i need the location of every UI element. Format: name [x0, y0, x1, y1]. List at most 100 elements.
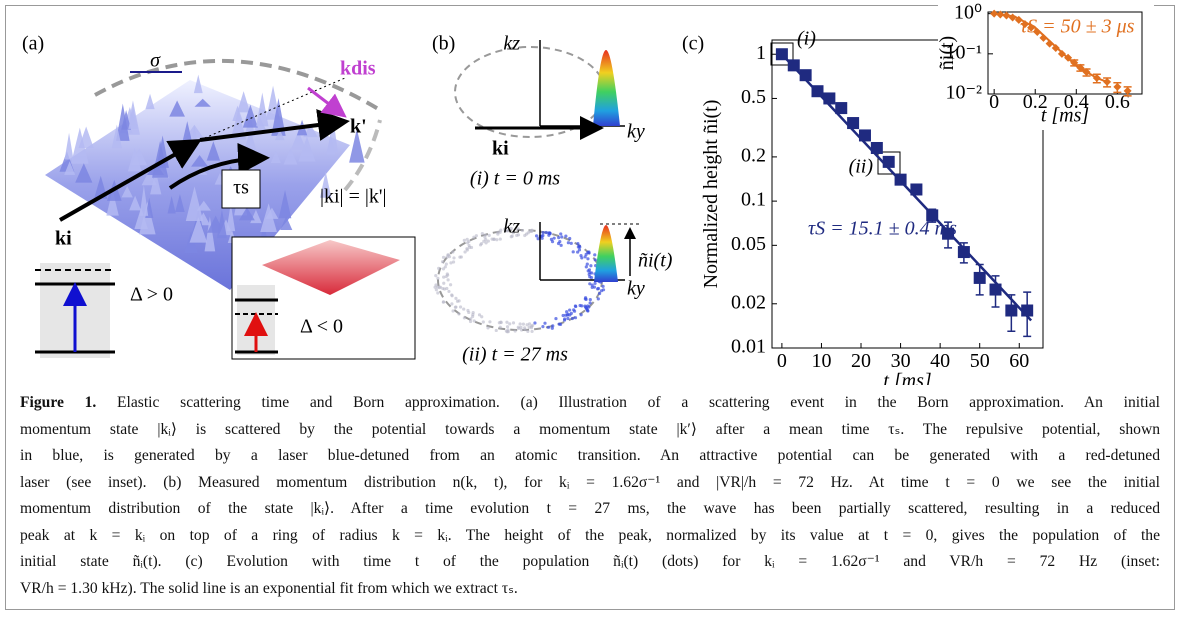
caption-line: peak at k = kᵢ on top of a ring of radiu…: [20, 526, 1160, 544]
data-point: [823, 92, 836, 105]
data-point: [1082, 68, 1091, 77]
ring-dot: [503, 227, 507, 231]
ring-dot: [596, 286, 601, 291]
speckle-peak: [283, 148, 298, 165]
caption-label: Figure 1.: [20, 394, 97, 411]
speckle-peak: [320, 171, 332, 198]
y-tick-label: 10⁰: [954, 1, 982, 23]
data-point: [1020, 20, 1029, 29]
speckle-peak: [106, 190, 119, 216]
speckle-peak: [274, 129, 285, 141]
ring-dot: [590, 271, 594, 275]
ring-dot: [447, 289, 451, 294]
ring-dot: [449, 261, 453, 265]
ring-dot: [554, 316, 558, 321]
data-point: [1057, 49, 1066, 58]
ring-dot: [480, 231, 484, 236]
scattered-ring: [433, 226, 607, 334]
speckle-peak: [64, 161, 76, 175]
ring-dot: [593, 253, 597, 257]
data-point: [894, 173, 907, 186]
speckle-peak: [75, 163, 93, 183]
ring-dot: [445, 286, 449, 291]
ring-dot: [576, 250, 580, 254]
data-point: [1005, 304, 1018, 317]
ring-dot: [572, 308, 576, 312]
point-label: (i): [797, 28, 816, 50]
ring-dot: [471, 314, 475, 319]
ring-dot: [589, 264, 593, 268]
ki-label: ki: [492, 138, 509, 160]
speckle-peak: [298, 136, 316, 162]
ring-dot: [583, 255, 587, 259]
ring-dot: [568, 308, 572, 312]
ring-dot: [467, 245, 472, 249]
ring-dot: [525, 323, 529, 327]
ring-dot: [518, 322, 522, 326]
ring-dot: [487, 233, 491, 237]
caption-line: momentum state |kᵢ⟩ is scattered by the …: [20, 420, 1160, 438]
ring-dot: [446, 253, 450, 257]
data-point: [1039, 33, 1048, 42]
ring-dot: [530, 329, 534, 334]
ring-dot: [564, 234, 568, 238]
ring-dot: [569, 241, 573, 245]
tau-box: [221, 169, 261, 209]
x-tick-label: 0: [989, 91, 999, 113]
ring-dot: [576, 241, 580, 246]
ring-dot: [441, 286, 445, 291]
ring-dot: [462, 316, 467, 320]
ring-dot: [441, 267, 446, 271]
data-point: [1064, 53, 1073, 62]
momentum-ring: [343, 119, 382, 192]
data-point: [799, 69, 812, 82]
axis-label: kz: [503, 33, 520, 55]
ring-dot: [579, 254, 583, 258]
ring-dot: [551, 324, 555, 328]
caption-text: Elastic scattering time and Born approxi…: [117, 394, 1161, 411]
ring-dot: [541, 233, 545, 238]
ring-dot: [601, 288, 606, 292]
ring-dot: [550, 326, 554, 330]
peak: [594, 225, 618, 282]
ring-dot: [587, 305, 591, 309]
speckle-peak: [270, 151, 281, 164]
ring-dot: [558, 322, 563, 326]
ring-dot: [544, 230, 548, 235]
speckle-peak: [216, 209, 227, 239]
ring-dot: [506, 328, 510, 332]
data-point: [1002, 11, 1011, 20]
speckle-peak: [238, 207, 255, 221]
speckle-peak: [64, 132, 74, 160]
data-point: [870, 141, 883, 154]
ring-dot: [477, 313, 482, 317]
ring-dot: [498, 230, 502, 234]
speckle-peak: [226, 203, 236, 232]
delta-neg: Δ < 0: [300, 316, 343, 338]
data-point: [1027, 23, 1036, 32]
momentum-ring: [454, 46, 606, 138]
x-axis-label: t [ms]: [1041, 104, 1089, 126]
ring-dot: [498, 325, 502, 329]
ring-dot: [530, 228, 534, 232]
y-tick-label: 0.5: [741, 86, 766, 108]
ring-dot: [579, 313, 583, 317]
ring-dot: [467, 310, 471, 315]
ring-dot: [511, 231, 515, 235]
data-point: [1076, 63, 1085, 72]
data-point: [882, 155, 895, 168]
equality-label: |ki| = |k'|: [320, 186, 386, 208]
ring-dot: [483, 233, 487, 237]
ring-dot: [590, 283, 594, 287]
y-tick-label: 0.02: [731, 291, 766, 313]
ring-dot: [557, 236, 561, 240]
ring-dot: [472, 235, 476, 239]
speckle-peak: [206, 141, 221, 161]
y-axis-label: ñi(t): [936, 36, 958, 70]
data-point: [926, 209, 939, 222]
arrow-kprime: [199, 109, 350, 142]
ring-dot: [457, 312, 461, 316]
ring-dot: [513, 329, 517, 333]
ring-dot: [481, 320, 485, 324]
ring-dot: [463, 250, 467, 254]
